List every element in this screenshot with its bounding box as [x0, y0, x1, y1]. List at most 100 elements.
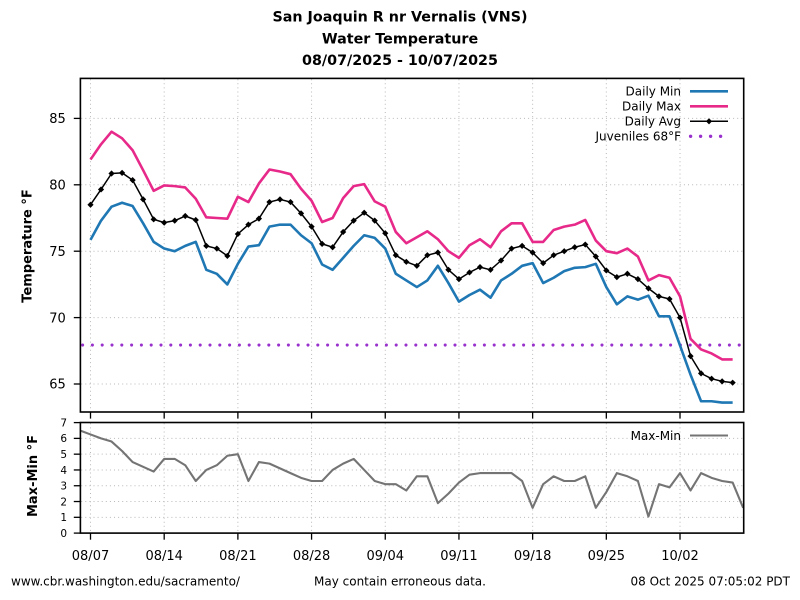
juveniles-threshold-dot — [482, 343, 486, 347]
daily-avg-marker — [192, 216, 199, 224]
juveniles-threshold-dot — [620, 343, 624, 347]
daily-avg-marker — [603, 267, 610, 274]
juveniles-threshold-dot — [326, 343, 330, 347]
juveniles-threshold-dot — [649, 343, 653, 347]
juveniles-threshold-dot — [492, 343, 496, 347]
y-axis-title-main: Temperature °F — [21, 189, 36, 302]
daily-avg-marker — [382, 230, 389, 237]
footer-url: www.cbr.washington.edu/sacramento/ — [11, 575, 241, 589]
daily-avg-marker — [708, 375, 715, 382]
juveniles-threshold-dot — [384, 343, 388, 347]
daily-avg-marker — [455, 275, 463, 283]
daily-avg-marker — [697, 370, 705, 377]
daily-avg-marker — [171, 217, 178, 224]
daily-avg-marker — [87, 201, 94, 208]
legend-sample-juveniles-dot — [718, 134, 723, 138]
juveniles-threshold-dot — [375, 343, 379, 347]
juveniles-threshold-dot — [688, 343, 692, 347]
juveniles-threshold-dot — [669, 343, 673, 347]
x-tick-label: 08/21 — [219, 549, 256, 564]
juveniles-threshold-dot — [237, 343, 241, 347]
juveniles-threshold-dot — [590, 343, 594, 347]
daily-avg-marker — [508, 245, 515, 252]
juveniles-threshold-dot — [424, 343, 428, 347]
juveniles-threshold-dot — [267, 343, 271, 347]
x-tick-label: 10/02 — [661, 549, 698, 564]
y-tick-label-main: 70 — [49, 311, 66, 326]
axis-ticks — [73, 117, 681, 540]
chart-title-parameter: Water Temperature — [322, 31, 478, 47]
juveniles-threshold-dot — [708, 343, 712, 347]
juveniles-threshold-dot — [394, 343, 398, 347]
juveniles-threshold-dot — [179, 343, 183, 347]
footer-timestamp: 08 Oct 2025 07:05:02 PDT — [630, 575, 790, 589]
juveniles-threshold-dot — [659, 343, 663, 347]
data-curves — [80, 130, 744, 518]
daily-avg-marker — [634, 275, 641, 283]
legend-sample-juveniles-dot — [708, 134, 713, 138]
juveniles-threshold-dot — [169, 343, 173, 347]
y-tick-label-main: 80 — [49, 179, 66, 194]
juveniles-threshold-dot — [228, 343, 232, 347]
y-tick-label-sub: 6 — [60, 433, 67, 445]
juveniles-threshold-dot — [218, 343, 222, 347]
juveniles-threshold-dot — [306, 343, 310, 347]
x-tick-label: 09/11 — [440, 549, 477, 564]
daily-avg-marker — [466, 269, 473, 276]
daily-avg-marker — [413, 262, 420, 269]
daily-avg-marker — [340, 228, 347, 236]
juveniles-threshold-dot — [580, 343, 584, 347]
juveniles-threshold-dot — [541, 343, 545, 347]
juveniles-threshold-dot — [639, 343, 643, 347]
juveniles-threshold-line — [81, 343, 741, 347]
daily-avg-marker — [687, 353, 694, 360]
juveniles-threshold-dot — [404, 343, 408, 347]
legend-main: Daily Min Daily Max Daily Avg Juveniles … — [594, 85, 728, 144]
legend-label-daily-max: Daily Max — [622, 100, 681, 114]
daily-avg-marker — [592, 253, 599, 260]
juveniles-threshold-dot — [512, 343, 516, 347]
x-tick-label: 09/25 — [588, 549, 625, 564]
juveniles-threshold-dot — [335, 343, 339, 347]
daily-avg-marker — [519, 242, 526, 249]
juveniles-threshold-dot — [257, 343, 261, 347]
footer-disclaimer: May contain erroneous data. — [314, 575, 486, 589]
juveniles-threshold-dot — [355, 343, 359, 347]
juveniles-threshold-dot — [149, 343, 153, 347]
juveniles-threshold-dot — [188, 343, 192, 347]
max-min-line — [80, 429, 744, 518]
juveniles-threshold-dot — [247, 343, 251, 347]
daily-avg-marker — [287, 198, 294, 206]
legend-line-samples — [688, 90, 728, 138]
juveniles-threshold-dot — [365, 343, 369, 347]
y-tick-label-main: 75 — [49, 245, 66, 260]
juveniles-threshold-dot — [502, 343, 506, 347]
daily-avg-marker — [582, 241, 589, 248]
x-tick-label: 09/18 — [514, 549, 551, 564]
y-tick-label-sub: 4 — [60, 465, 67, 477]
juveniles-threshold-dot — [130, 343, 134, 347]
gridlines — [81, 79, 743, 533]
y-tick-label-sub: 5 — [60, 449, 67, 461]
juveniles-threshold-dot — [90, 343, 94, 347]
daily-avg-marker — [476, 264, 484, 271]
juveniles-threshold-dot — [727, 343, 731, 347]
legend-sample-daily-avg-marker — [705, 118, 713, 125]
juveniles-threshold-dot — [100, 343, 104, 347]
daily-avg-marker — [719, 378, 726, 385]
y-tick-label-main: 65 — [49, 378, 66, 393]
juveniles-threshold-dot — [110, 343, 114, 347]
daily-avg-marker — [108, 170, 115, 177]
daily-avg-marker — [118, 169, 126, 176]
y-tick-label-main: 85 — [49, 112, 66, 127]
y-tick-label-sub: 7 — [60, 417, 67, 429]
daily-avg-marker — [140, 196, 147, 203]
main-plot-frame — [79, 77, 745, 413]
juveniles-threshold-dot — [629, 343, 633, 347]
x-tick-label: 09/04 — [367, 549, 404, 564]
juveniles-threshold-dot — [345, 343, 349, 347]
daily-avg-marker — [676, 314, 684, 321]
daily-avg-marker — [266, 198, 273, 206]
daily-avg-marker — [729, 379, 736, 386]
